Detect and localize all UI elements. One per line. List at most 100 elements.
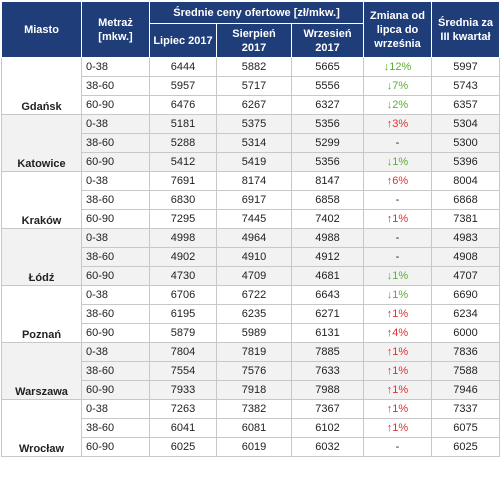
size: 0-38 bbox=[81, 285, 150, 305]
average: 6075 bbox=[431, 418, 500, 438]
size: 0-38 bbox=[81, 228, 150, 248]
price: 5288 bbox=[149, 133, 217, 153]
average: 8004 bbox=[431, 171, 500, 191]
header-average: Średnia za III kwartał bbox=[431, 1, 500, 58]
change: - bbox=[363, 133, 432, 153]
price: 6444 bbox=[149, 57, 217, 77]
header-month: Sierpień 2017 bbox=[216, 23, 292, 58]
size: 60-90 bbox=[81, 266, 150, 286]
price: 8147 bbox=[291, 171, 364, 191]
header-month: Wrzesień 2017 bbox=[291, 23, 364, 58]
city: Kraków bbox=[1, 171, 82, 229]
average: 7836 bbox=[431, 342, 500, 362]
change: ↓2% bbox=[363, 95, 432, 115]
price: 5356 bbox=[291, 114, 364, 134]
price: 7554 bbox=[149, 361, 217, 381]
price: 6327 bbox=[291, 95, 364, 115]
price: 6131 bbox=[291, 323, 364, 343]
price: 6858 bbox=[291, 190, 364, 210]
price: 6271 bbox=[291, 304, 364, 324]
price: 5314 bbox=[216, 133, 292, 153]
price: 5989 bbox=[216, 323, 292, 343]
size: 38-60 bbox=[81, 304, 150, 324]
size: 60-90 bbox=[81, 152, 150, 172]
price-table: Miasto Metraż [mkw.] Średnie ceny oferto… bbox=[1, 1, 500, 457]
header-month: Lipiec 2017 bbox=[149, 23, 217, 58]
row: Wrocław 0-38 7263 7382 7367 ↑1% 7337 bbox=[1, 399, 500, 457]
header-city: Miasto bbox=[1, 1, 82, 58]
change: ↑1% bbox=[363, 209, 432, 229]
average: 6025 bbox=[431, 437, 500, 457]
city: Warszawa bbox=[1, 342, 82, 400]
row: Poznań 0-38 6706 6722 6643 ↓1% 6690 bbox=[1, 285, 500, 343]
price: 4902 bbox=[149, 247, 217, 267]
size: 0-38 bbox=[81, 57, 150, 77]
change: ↑3% bbox=[363, 114, 432, 134]
row: 38-60 5288 5314 5299-5300 bbox=[2, 133, 500, 153]
price: 7367 bbox=[291, 399, 364, 419]
price: 5375 bbox=[216, 114, 292, 134]
price: 7918 bbox=[216, 380, 292, 400]
change: ↑1% bbox=[363, 380, 432, 400]
city: Wrocław bbox=[1, 399, 82, 457]
price: 7633 bbox=[291, 361, 364, 381]
price: 7988 bbox=[291, 380, 364, 400]
city: Gdańsk bbox=[1, 57, 82, 115]
row: 60-90 6025 6019 6032-6025 bbox=[2, 437, 500, 457]
change: ↑1% bbox=[363, 342, 432, 362]
change: - bbox=[363, 437, 432, 457]
price: 5181 bbox=[149, 114, 217, 134]
average: 4908 bbox=[431, 247, 500, 267]
header-change: Zmiana od lipca do września bbox=[363, 1, 432, 58]
size: 60-90 bbox=[81, 209, 150, 229]
row: 60-90 7295 7445 7402 ↑1% 7381 bbox=[2, 209, 500, 229]
average: 5304 bbox=[431, 114, 500, 134]
average: 5300 bbox=[431, 133, 500, 153]
change: ↑1% bbox=[363, 304, 432, 324]
price: 6195 bbox=[149, 304, 217, 324]
size: 0-38 bbox=[81, 114, 150, 134]
price: 7576 bbox=[216, 361, 292, 381]
change: ↓1% bbox=[363, 285, 432, 305]
price: 8174 bbox=[216, 171, 292, 191]
change: - bbox=[363, 228, 432, 248]
change: - bbox=[363, 247, 432, 267]
size: 0-38 bbox=[81, 399, 150, 419]
change: ↓12% bbox=[363, 57, 432, 77]
average: 7588 bbox=[431, 361, 500, 381]
city: Katowice bbox=[1, 114, 82, 172]
size: 38-60 bbox=[81, 190, 150, 210]
size: 38-60 bbox=[81, 133, 150, 153]
price: 5882 bbox=[216, 57, 292, 77]
row: Łódź 0-38 4998 4964 4988-4983 bbox=[1, 228, 500, 286]
price: 6235 bbox=[216, 304, 292, 324]
price: 6025 bbox=[149, 437, 217, 457]
price: 4730 bbox=[149, 266, 217, 286]
price: 5717 bbox=[216, 76, 292, 96]
size: 38-60 bbox=[81, 247, 150, 267]
row: 60-90 5879 5989 6131 ↑4% 6000 bbox=[2, 323, 500, 343]
price: 6476 bbox=[149, 95, 217, 115]
size: 38-60 bbox=[81, 361, 150, 381]
price: 5356 bbox=[291, 152, 364, 172]
city: Łódź bbox=[1, 228, 82, 286]
price: 4964 bbox=[216, 228, 292, 248]
price: 7804 bbox=[149, 342, 217, 362]
average: 7337 bbox=[431, 399, 500, 419]
average: 6690 bbox=[431, 285, 500, 305]
size: 60-90 bbox=[81, 380, 150, 400]
change: - bbox=[363, 190, 432, 210]
city: Poznań bbox=[1, 285, 82, 343]
size: 60-90 bbox=[81, 323, 150, 343]
price: 7445 bbox=[216, 209, 292, 229]
price: 6722 bbox=[216, 285, 292, 305]
price: 4709 bbox=[216, 266, 292, 286]
row: Gdańsk 0-38 6444 5882 5665 ↓12% 5997 bbox=[1, 57, 500, 115]
change: ↓1% bbox=[363, 152, 432, 172]
row: Warszawa 0-38 7804 7819 7885 ↑1% 7836 bbox=[1, 342, 500, 400]
price: 6041 bbox=[149, 418, 217, 438]
price: 6830 bbox=[149, 190, 217, 210]
price: 6019 bbox=[216, 437, 292, 457]
row: 38-60 6041 6081 6102 ↑1% 6075 bbox=[2, 418, 500, 438]
price: 5299 bbox=[291, 133, 364, 153]
